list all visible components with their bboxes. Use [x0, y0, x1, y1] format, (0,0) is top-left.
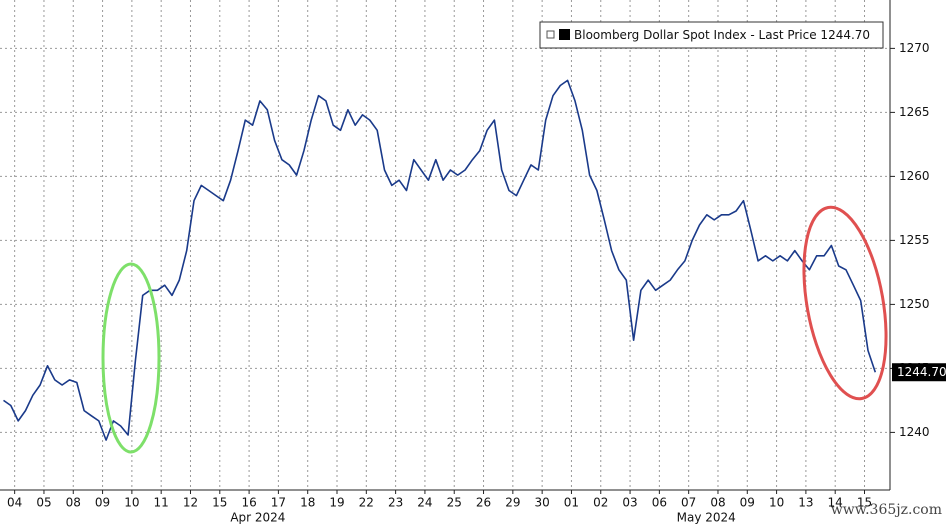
marks: [3, 79, 877, 441]
month-label: May 2024: [677, 511, 736, 525]
x-tick-label: 16: [241, 496, 256, 510]
x-tick-label: 11: [154, 496, 169, 510]
legend-icon: [546, 30, 555, 39]
x-tick-label: 19: [329, 496, 344, 510]
x-tick-label: 17: [271, 496, 286, 510]
x-tick-label: 05: [36, 496, 51, 510]
grid: [0, 0, 890, 490]
last-price-label: 1244.70: [897, 365, 946, 379]
x-tick-label: 25: [447, 496, 462, 510]
last-price-box: [892, 363, 946, 382]
x-tick-label: 15: [857, 496, 872, 510]
y-tick-label: 1270: [899, 41, 930, 55]
legend: Bloomberg Dollar Spot Index - Last Price…: [539, 21, 884, 49]
legend-swatch: [559, 29, 570, 40]
x-tick-label: 29: [505, 496, 520, 510]
y-tick-label: 1265: [899, 105, 930, 119]
price-line: [3, 79, 877, 441]
x-tick-label: 04: [7, 496, 22, 510]
x-tick-label: 24: [417, 496, 432, 510]
x-tick-label: 10: [124, 496, 139, 510]
x-tick-label: 23: [388, 496, 403, 510]
legend-label: Bloomberg Dollar Spot Index - Last Price…: [574, 28, 870, 42]
y-tick-label: 1240: [899, 425, 930, 439]
highlight-ellipse: [802, 205, 888, 401]
x-tick-label: 03: [622, 496, 637, 510]
x-tick-label: 14: [828, 496, 843, 510]
watermark: www.365jz.com: [831, 502, 942, 518]
y-tick-label: 1250: [899, 297, 930, 311]
x-tick-label: 26: [476, 496, 491, 510]
x-tick-label: 08: [710, 496, 725, 510]
y-tick-label: 1255: [899, 233, 930, 247]
x-tick-label: 12: [183, 496, 198, 510]
month-label: Apr 2024: [230, 511, 285, 525]
x-tick-label: 15: [212, 496, 227, 510]
x-tick-label: 13: [798, 496, 813, 510]
x-tick-label: 30: [535, 496, 550, 510]
x-tick-label: 07: [681, 496, 696, 510]
x-tick-label: 06: [652, 496, 667, 510]
legend-box: [539, 21, 884, 49]
x-tick-label: 08: [66, 496, 81, 510]
x-tick-label: 18: [300, 496, 315, 510]
x-tick-label: 09: [740, 496, 755, 510]
x-tick-label: 22: [359, 496, 374, 510]
x-tick-label: 02: [593, 496, 608, 510]
x-tick-label: 01: [564, 496, 579, 510]
y-tick-label: 1260: [899, 169, 930, 183]
x-tick-label: 09: [95, 496, 110, 510]
highlight-ellipse: [101, 262, 161, 454]
x-tick-label: 10: [769, 496, 784, 510]
